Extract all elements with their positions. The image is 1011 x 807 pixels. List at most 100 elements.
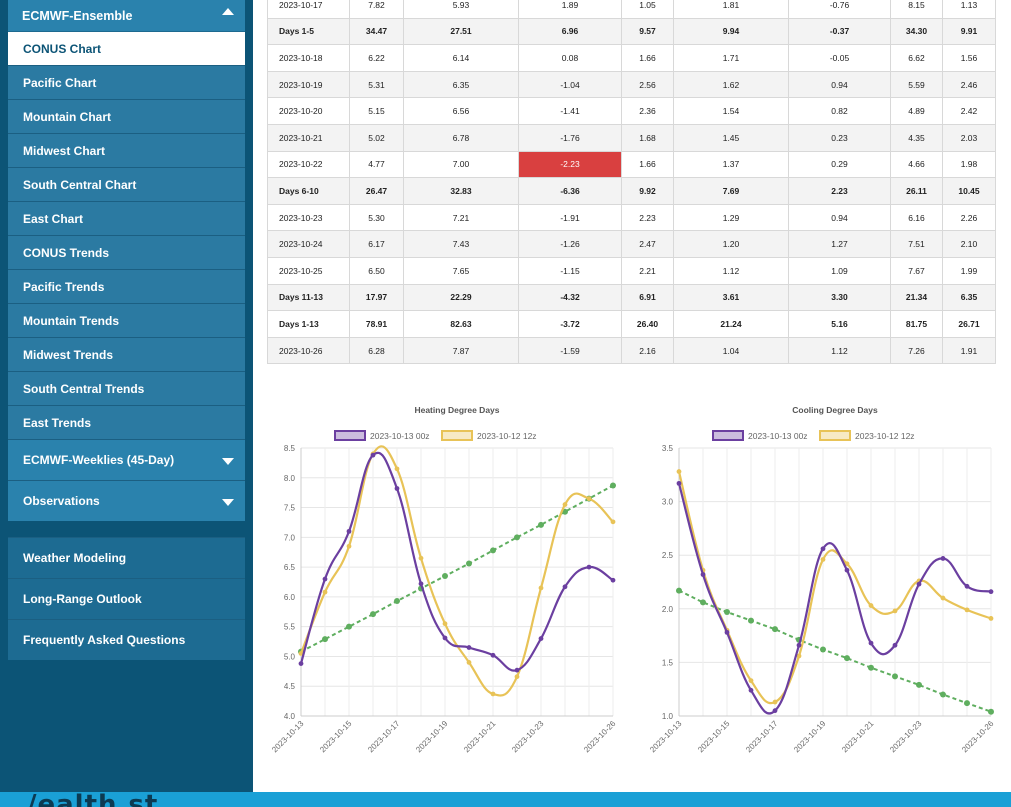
chevron-up-icon[interactable] <box>222 8 234 15</box>
value-cell: 2.26 <box>942 203 996 232</box>
value-cell: 7.82 <box>349 0 404 19</box>
sidebar-link-faq[interactable]: Frequently Asked Questions <box>8 619 245 660</box>
sidebar-item-pacific-trends[interactable]: Pacific Trends <box>8 269 245 303</box>
sidebar-item-pacific-chart[interactable]: Pacific Chart <box>8 65 245 99</box>
trend-point <box>490 547 496 554</box>
data-point-12z <box>490 691 496 697</box>
data-point-00z <box>370 452 376 458</box>
value-cell: 0.94 <box>788 70 891 99</box>
row-label-cell: 2023-10-17 <box>267 0 350 19</box>
menu-header-label: ECMWF-Ensemble <box>22 8 133 23</box>
value-cell: -1.91 <box>518 203 622 232</box>
trend-point <box>700 599 706 606</box>
menu-group-ecmwf-weeklies[interactable]: ECMWF-Weeklies (45-Day) <box>8 439 245 480</box>
sidebar-item-conus-chart[interactable]: CONUS Chart <box>8 32 245 65</box>
sidebar-link-weather-modeling[interactable]: Weather Modeling <box>8 537 245 578</box>
row-label-cell: 2023-10-19 <box>267 70 350 99</box>
menu-header-ecmwf-ensemble[interactable]: ECMWF-Ensemble <box>8 0 245 32</box>
chevron-down-icon[interactable] <box>222 499 234 506</box>
data-point-12z <box>676 469 682 474</box>
value-cell: 21.34 <box>890 283 943 312</box>
data-point-00z <box>538 636 544 641</box>
x-tick-label: 2023-10-21 <box>840 719 876 755</box>
menu-group-observations[interactable]: Observations <box>8 480 245 521</box>
value-cell: 7.21 <box>403 203 519 232</box>
table-row: 2023-10-19 5.31 6.35 -1.04 2.56 1.62 0.94 5.59 2… <box>267 70 996 99</box>
trend-point <box>892 673 898 680</box>
value-cell: 7.67 <box>890 256 943 285</box>
x-tick-label: 2023-10-21 <box>462 719 498 755</box>
sidebar-item-east-trends[interactable]: East Trends <box>8 405 245 439</box>
trend-point <box>724 609 730 616</box>
value-cell: 5.30 <box>349 203 404 232</box>
sidebar-links: Weather Modeling Long-Range Outlook Freq… <box>8 537 245 660</box>
x-tick-label: 2023-10-15 <box>318 719 354 755</box>
y-tick-label: 8.0 <box>284 474 296 483</box>
data-point-00z <box>298 661 304 666</box>
chevron-down-icon[interactable] <box>222 458 234 465</box>
value-cell: 4.66 <box>890 150 943 179</box>
x-tick-label: 2023-10-17 <box>366 719 402 755</box>
value-cell: 5.15 <box>349 97 404 125</box>
value-cell: 9.94 <box>673 17 789 46</box>
data-point-00z <box>748 687 754 693</box>
data-point-12z <box>964 607 970 613</box>
value-cell: 6.96 <box>518 17 622 46</box>
data-point-12z <box>514 674 520 680</box>
data-point-12z <box>346 543 352 549</box>
x-tick-label: 2023-10-13 <box>648 719 684 755</box>
sidebar-item-south-central-trends[interactable]: South Central Trends <box>8 371 245 405</box>
sidebar-item-midwest-chart[interactable]: Midwest Chart <box>8 133 245 167</box>
data-point-12z <box>466 660 472 665</box>
row-label-cell: Days 1-5 <box>267 17 350 46</box>
value-cell: -1.26 <box>518 230 622 258</box>
value-cell: 6.22 <box>349 44 404 72</box>
sidebar-item-label: Midwest Trends <box>23 347 114 362</box>
sidebar-item-mountain-chart[interactable]: Mountain Chart <box>8 99 245 133</box>
value-cell: 6.62 <box>890 44 943 72</box>
value-cell: -3.72 <box>518 310 622 338</box>
x-tick-label: 2023-10-13 <box>270 719 306 755</box>
row-label-cell: Days 1-13 <box>267 310 350 338</box>
y-tick-label: 1.5 <box>662 658 674 667</box>
x-tick-label: 2023-10-23 <box>510 719 546 755</box>
value-cell: 5.16 <box>788 310 891 338</box>
cdd-chart-svg: Cooling Degree Days 2023-10-13 00z 2023-10… <box>648 405 996 755</box>
value-cell: 4.89 <box>890 97 943 125</box>
data-point-00z <box>988 589 994 595</box>
trend-point <box>394 598 400 605</box>
legend-swatch <box>441 430 473 441</box>
data-point-12z <box>796 653 802 659</box>
table-row: 2023-10-21 5.02 6.78 -1.76 1.68 1.45 0.23 4.35 2… <box>267 123 996 152</box>
data-point-12z <box>298 651 304 656</box>
sidebar-item-midwest-trends[interactable]: Midwest Trends <box>8 337 245 371</box>
value-cell: 1.09 <box>788 256 891 285</box>
value-cell: 1.81 <box>673 0 789 19</box>
row-label-cell: 2023-10-23 <box>267 203 350 232</box>
sidebar-item-conus-trends[interactable]: CONUS Trends <box>8 235 245 269</box>
sidebar-item-label: East Trends <box>23 415 92 430</box>
value-cell: 21.24 <box>673 310 789 338</box>
value-cell: 1.66 <box>621 44 674 72</box>
data-point-12z <box>394 466 400 472</box>
value-cell: 2.21 <box>621 256 674 285</box>
value-cell: 2.46 <box>942 70 996 99</box>
value-cell: 6.14 <box>403 44 519 72</box>
sidebar-item-east-chart[interactable]: East Chart <box>8 201 245 235</box>
sidebar-link-long-range-outlook[interactable]: Long-Range Outlook <box>8 578 245 619</box>
data-point-12z <box>988 616 994 621</box>
y-tick-label: 2.0 <box>662 605 674 614</box>
data-point-00z <box>796 642 802 648</box>
table-row: 2023-10-25 6.50 7.65 -1.15 2.21 1.12 1.09 7.67 1… <box>267 256 996 285</box>
value-cell: 2.42 <box>942 97 996 125</box>
value-cell: -0.05 <box>788 44 891 72</box>
sidebar-item-label: South Central Trends <box>23 381 145 396</box>
summary-row: Days 11-13 17.97 22.29 -4.32 6.91 3.61 3.30 21.… <box>267 283 996 312</box>
row-label-cell: 2023-10-26 <box>267 336 350 365</box>
value-cell: 1.27 <box>788 230 891 258</box>
value-cell: 9.57 <box>621 17 674 46</box>
sidebar-item-south-central-chart[interactable]: South Central Chart <box>8 167 245 201</box>
sidebar-item-mountain-trends[interactable]: Mountain Trends <box>8 303 245 337</box>
value-cell: -1.04 <box>518 70 622 99</box>
data-point-00z <box>940 556 946 561</box>
